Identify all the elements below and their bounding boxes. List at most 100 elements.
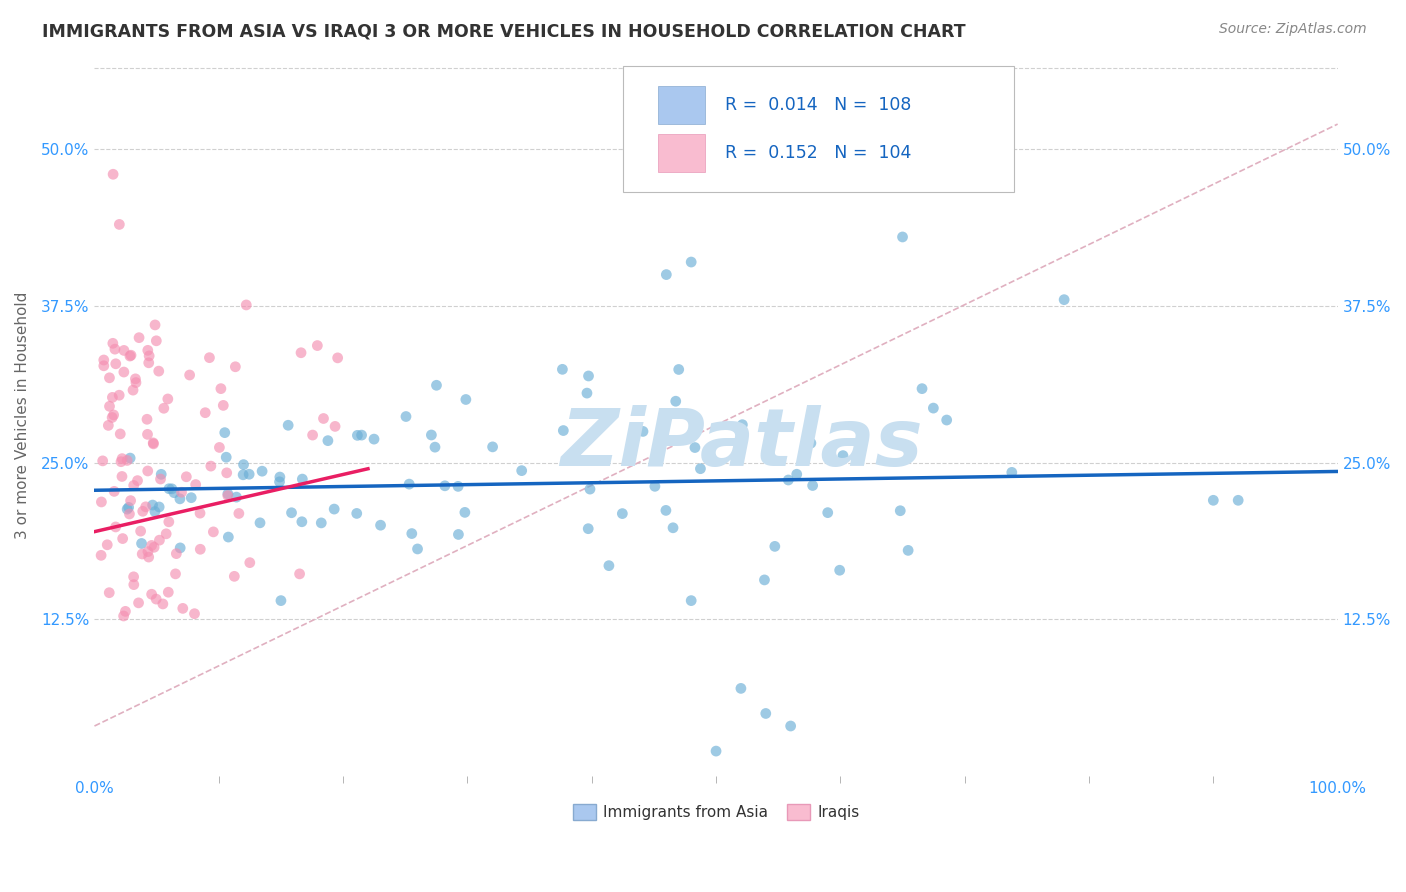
Point: [169, 541, 191, 555]
Point: [224, 569, 246, 583]
Point: [800, 436, 823, 450]
Point: [156, 392, 179, 406]
Point: [922, 401, 945, 416]
Text: IMMIGRANTS FROM ASIA VS IRAQI 3 OR MORE VEHICLES IN HOUSEHOLD CORRELATION CHART: IMMIGRANTS FROM ASIA VS IRAQI 3 OR MORE …: [42, 22, 966, 40]
Point: [209, 382, 232, 396]
Point: [316, 434, 339, 448]
Point: [270, 593, 292, 607]
Point: [662, 521, 685, 535]
Point: [184, 477, 207, 491]
Point: [145, 334, 167, 348]
Point: [291, 472, 314, 486]
FancyBboxPatch shape: [658, 87, 704, 124]
Point: [1053, 293, 1076, 307]
Point: [90, 495, 112, 509]
Point: [110, 426, 132, 441]
Point: [163, 485, 186, 500]
Point: [889, 504, 911, 518]
Point: [655, 503, 678, 517]
Point: [828, 563, 851, 577]
Point: [214, 425, 236, 440]
Point: [326, 351, 349, 365]
Point: [183, 607, 205, 621]
Point: [131, 547, 153, 561]
Point: [115, 453, 138, 467]
Point: [665, 394, 688, 409]
Text: ZiPatlas: ZiPatlas: [560, 406, 922, 483]
Point: [763, 540, 786, 554]
Point: [117, 500, 139, 515]
Point: [143, 541, 166, 555]
Point: [202, 524, 225, 539]
Point: [101, 336, 124, 351]
Point: [395, 409, 418, 424]
Point: [612, 507, 634, 521]
Point: [778, 473, 800, 487]
Point: [136, 544, 159, 558]
Point: [136, 464, 159, 478]
Point: [128, 596, 150, 610]
Point: [188, 506, 211, 520]
Point: [138, 550, 160, 565]
Point: [179, 368, 201, 382]
Point: [104, 520, 127, 534]
Point: [103, 408, 125, 422]
Point: [101, 391, 124, 405]
FancyBboxPatch shape: [623, 66, 1014, 192]
Point: [135, 500, 157, 514]
Point: [101, 167, 124, 181]
Point: [346, 428, 368, 442]
Point: [120, 493, 142, 508]
Point: [157, 515, 180, 529]
Point: [228, 507, 250, 521]
Text: Source: ZipAtlas.com: Source: ZipAtlas.com: [1219, 22, 1367, 37]
Point: [118, 507, 141, 521]
Point: [346, 507, 368, 521]
Point: [311, 516, 333, 530]
Point: [111, 451, 134, 466]
Point: [779, 719, 801, 733]
Point: [454, 505, 477, 519]
Point: [157, 482, 180, 496]
Point: [145, 592, 167, 607]
Point: [148, 364, 170, 378]
Point: [104, 342, 127, 356]
Point: [598, 558, 620, 573]
Point: [689, 461, 711, 475]
Point: [104, 357, 127, 371]
Point: [143, 505, 166, 519]
Point: [165, 547, 187, 561]
Point: [575, 386, 598, 401]
Point: [165, 566, 187, 581]
Point: [288, 566, 311, 581]
Point: [141, 538, 163, 552]
Point: [217, 489, 239, 503]
Point: [112, 365, 135, 379]
Point: [149, 472, 172, 486]
Point: [142, 498, 165, 512]
Point: [681, 593, 703, 607]
Point: [401, 526, 423, 541]
Point: [114, 604, 136, 618]
Point: [122, 577, 145, 591]
Text: R =  0.152   N =  104: R = 0.152 N = 104: [724, 145, 911, 162]
Point: [447, 527, 470, 541]
Point: [249, 516, 271, 530]
Point: [136, 427, 159, 442]
Point: [935, 413, 957, 427]
Point: [619, 447, 641, 461]
Point: [280, 506, 302, 520]
Point: [170, 485, 193, 500]
Point: [96, 538, 118, 552]
Point: [138, 349, 160, 363]
Text: R =  0.014   N =  108: R = 0.014 N = 108: [724, 96, 911, 114]
Point: [188, 542, 211, 557]
Point: [176, 469, 198, 483]
Point: [98, 371, 121, 385]
Point: [406, 541, 429, 556]
Point: [232, 467, 254, 482]
Point: [225, 490, 247, 504]
Point: [150, 467, 173, 482]
Point: [101, 410, 124, 425]
Point: [1227, 493, 1250, 508]
